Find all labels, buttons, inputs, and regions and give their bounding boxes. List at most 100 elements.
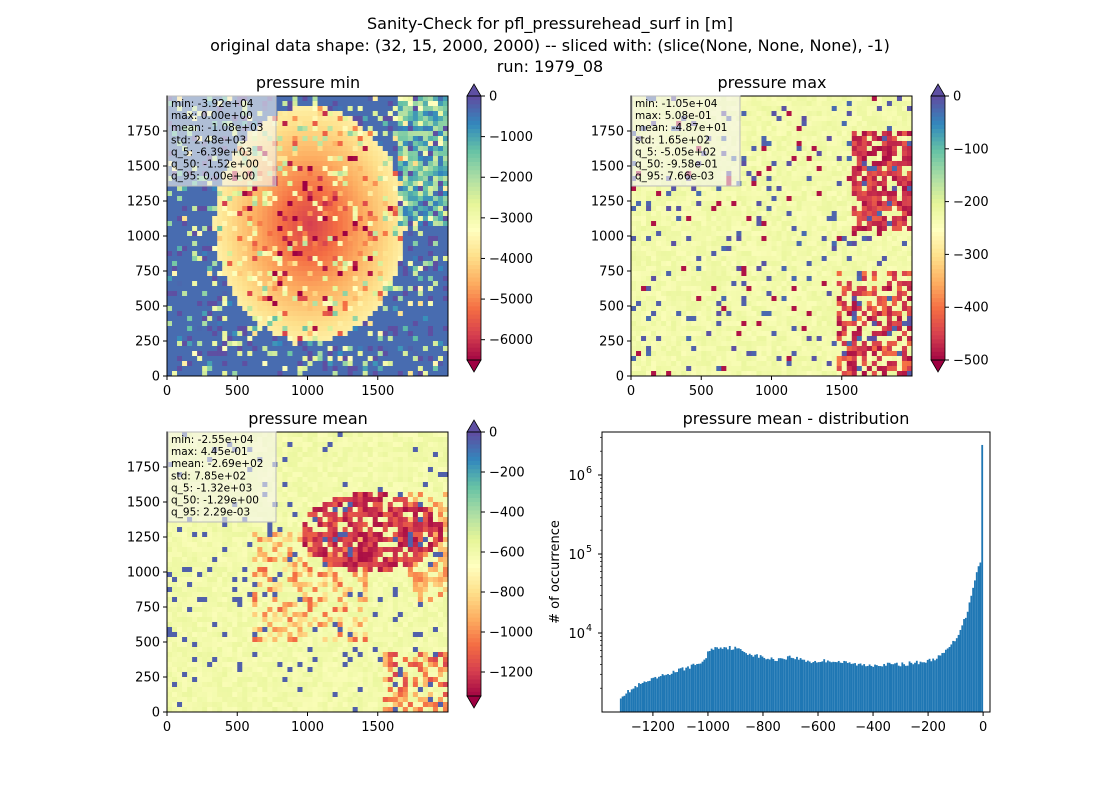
heatmap-cell (307, 171, 313, 177)
heatmap-cell (337, 266, 344, 272)
colorbar-tick-label: −4000 (489, 252, 533, 267)
heatmap-cell (686, 231, 692, 237)
heatmap-cell (187, 301, 193, 307)
heatmap-cell (891, 246, 898, 252)
heatmap-cell (227, 226, 233, 232)
heatmap-cell (861, 111, 868, 117)
heatmap-cell (811, 136, 818, 142)
heatmap-cell (711, 216, 717, 222)
heatmap-cell (172, 321, 178, 327)
heatmap-cell (392, 121, 399, 127)
heatmap-cell (347, 296, 354, 302)
heatmap-cell (711, 221, 717, 227)
heatmap-cell (836, 196, 843, 202)
heatmap-cell (896, 236, 903, 242)
heatmap-cell (312, 366, 318, 372)
heatmap-cell (352, 156, 359, 162)
heatmap-cell (427, 156, 434, 162)
heatmap-cell (177, 226, 183, 232)
heatmap-cell (362, 316, 369, 322)
heatmap-cell (252, 241, 258, 247)
heatmap-cell (746, 161, 752, 167)
heatmap-cell (851, 221, 858, 227)
colorbar-step (467, 335, 481, 340)
heatmap-cell (352, 121, 359, 127)
heatmap-cell (801, 151, 808, 157)
heatmap-cell (901, 131, 908, 137)
heatmap-cell (402, 326, 409, 332)
heatmap-cell (302, 256, 308, 262)
heatmap-cell (302, 121, 308, 127)
heatmap-cell (327, 241, 333, 247)
heatmap-cell (731, 206, 737, 212)
heatmap-cell (367, 211, 374, 217)
heatmap-cell (227, 266, 233, 272)
heatmap-cell (232, 271, 238, 277)
heatmap-cell (397, 101, 404, 107)
heatmap-cell (322, 161, 328, 167)
heatmap-cell (407, 161, 414, 167)
heatmap-cell (287, 231, 293, 237)
heatmap-cell (247, 216, 253, 222)
heatmap-cell (631, 236, 637, 242)
heatmap-cell (397, 366, 404, 372)
heatmap-cell (701, 201, 707, 207)
heatmap-cell (237, 236, 243, 242)
heatmap-cell (372, 131, 379, 137)
heatmap-cell (766, 141, 772, 147)
heatmap-cell (816, 146, 823, 152)
heatmap-cell (252, 346, 258, 352)
heatmap-cell (422, 301, 429, 307)
heatmap-cell (282, 136, 288, 142)
heatmap-cell (347, 151, 354, 157)
heatmap-cell (327, 281, 333, 287)
heatmap-cell (362, 126, 369, 132)
heatmap-cell (347, 96, 354, 102)
heatmap-cell (322, 331, 328, 337)
heatmap-cell (312, 201, 318, 207)
heatmap-cell (327, 226, 333, 232)
heatmap-cell (362, 296, 369, 302)
heatmap-cell (422, 351, 429, 357)
heatmap-cell (207, 361, 213, 367)
heatmap-cell (746, 246, 752, 252)
heatmap-cell (347, 356, 354, 362)
heatmap-cell (237, 211, 243, 217)
heatmap-cell (836, 146, 843, 152)
heatmap-cell (826, 101, 833, 107)
heatmap-cell (646, 216, 652, 222)
heatmap-cell (681, 241, 687, 247)
heatmap-cell (856, 156, 863, 162)
heatmap-cell (322, 296, 328, 302)
heatmap-cell (212, 296, 218, 302)
heatmap-cell (397, 356, 404, 362)
heatmap-cell (327, 336, 333, 342)
heatmap-cell (187, 296, 193, 302)
heatmap-cell (387, 356, 394, 362)
heatmap-cell (746, 181, 752, 187)
heatmap-cell (362, 176, 369, 182)
heatmap-cell (866, 166, 873, 172)
heatmap-cell (382, 161, 389, 167)
heatmap-cell (302, 131, 308, 137)
y-tick-label: 1250 (127, 195, 160, 210)
heatmap-cell (182, 316, 188, 322)
heatmap-cell (726, 221, 732, 227)
heatmap-cell (437, 246, 444, 252)
heatmap-cell (327, 236, 333, 242)
heatmap-cell (307, 366, 313, 372)
heatmap-cell (636, 191, 642, 197)
heatmap-cell (347, 361, 354, 367)
heatmap-cell (676, 241, 682, 247)
heatmap-cell (302, 101, 308, 107)
heatmap-cell (322, 256, 328, 262)
heatmap-cell (332, 201, 339, 207)
heatmap-cell (746, 231, 752, 237)
heatmap-cell (856, 171, 863, 177)
heatmap-cell (796, 241, 803, 247)
heatmap-cell (357, 336, 364, 342)
heatmap-cell (322, 316, 328, 322)
heatmap-cell (771, 141, 777, 147)
heatmap-cell (257, 296, 263, 302)
heatmap-cell (851, 226, 858, 232)
